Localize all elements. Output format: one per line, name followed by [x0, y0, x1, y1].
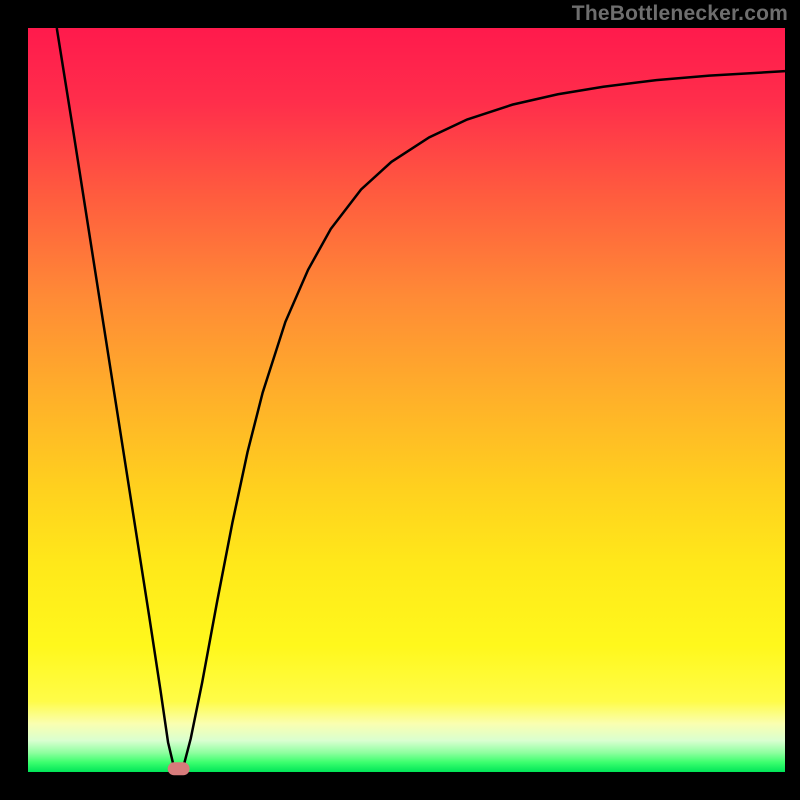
- optimum-marker: [167, 762, 190, 775]
- curve-layer: [28, 28, 785, 772]
- plot-area: [28, 28, 785, 772]
- bottleneck-curve: [57, 28, 785, 772]
- watermark-text: TheBottlenecker.com: [572, 2, 788, 26]
- chart-container: TheBottlenecker.com: [0, 0, 800, 800]
